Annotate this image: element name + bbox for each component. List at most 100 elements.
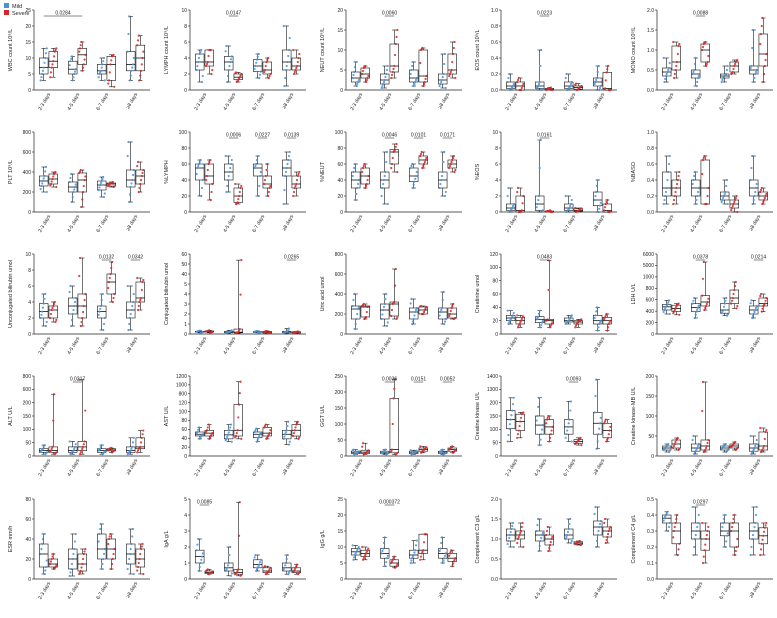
data-point [595, 378, 598, 381]
data-point [70, 318, 74, 322]
data-point [292, 48, 295, 52]
data-point [540, 48, 543, 52]
x-tick-label: 4-5 days [533, 581, 548, 601]
data-point [599, 519, 602, 523]
data-point [298, 436, 301, 439]
data-point [594, 80, 597, 84]
data-point [541, 88, 544, 91]
data-point [255, 158, 259, 162]
data-point [357, 306, 360, 309]
data-point [229, 574, 233, 577]
data-point [444, 552, 447, 555]
data-point [283, 188, 286, 192]
data-point [268, 74, 271, 78]
data-point [255, 329, 259, 333]
data-point [141, 280, 144, 284]
y-tick-label: 25 [25, 8, 31, 14]
data-point [754, 72, 757, 76]
data-point [142, 168, 145, 172]
data-point [537, 396, 541, 399]
data-point [68, 290, 71, 294]
data-point [730, 208, 733, 212]
data-point [51, 555, 54, 558]
y-tick-label: 1.5 [491, 517, 498, 523]
box-mild [749, 28, 759, 84]
y-tick-label: 2.0 [647, 8, 654, 14]
data-point [701, 409, 704, 413]
box-severe [729, 280, 739, 310]
data-point [288, 569, 291, 573]
data-point [200, 48, 203, 52]
box-mild [438, 290, 448, 326]
data-point [724, 442, 727, 446]
data-point [101, 177, 104, 181]
data-point [205, 178, 208, 182]
data-point [293, 186, 296, 190]
box-mild [535, 396, 545, 447]
data-point [285, 166, 288, 170]
data-point [443, 554, 447, 557]
data-point [367, 74, 370, 78]
data-point [448, 72, 452, 76]
data-point [761, 448, 764, 452]
data-point [139, 178, 143, 182]
box-severe [233, 71, 243, 84]
data-point [49, 71, 53, 74]
y-tick-label: 1 [184, 322, 187, 328]
data-point [201, 74, 204, 78]
data-point [265, 60, 268, 64]
data-point [605, 440, 608, 443]
data-point [410, 297, 413, 301]
data-point [298, 332, 301, 335]
data-point [52, 175, 55, 178]
p-value-label: 0.0151 [411, 377, 427, 383]
data-point [678, 170, 681, 174]
x-tick-label: 6-7 days [251, 336, 266, 356]
box-severe [573, 318, 583, 329]
data-point [258, 73, 262, 76]
data-point [393, 64, 396, 68]
data-point [49, 76, 52, 79]
box-mild [224, 44, 234, 84]
data-point [287, 420, 290, 423]
data-point [411, 186, 415, 190]
data-point [414, 549, 417, 552]
data-point [507, 433, 510, 437]
data-point [438, 314, 441, 317]
box-body [700, 43, 710, 63]
x-tick-label: 4-5 days [66, 458, 81, 478]
box-mild [438, 448, 448, 456]
data-point [390, 308, 394, 312]
data-point [207, 423, 210, 426]
data-point [266, 58, 269, 62]
box-body [48, 51, 58, 68]
data-point [550, 322, 553, 326]
x-tick-label: 6-7 days [718, 336, 733, 356]
data-point [380, 194, 383, 198]
data-point [672, 202, 675, 206]
data-point [138, 557, 141, 561]
data-point [665, 72, 668, 76]
data-point [236, 429, 239, 432]
data-point [606, 326, 610, 329]
data-point [140, 436, 143, 439]
y-tick-label: 200 [335, 312, 344, 318]
x-tick-label: 4-5 days [378, 92, 393, 112]
data-point [352, 170, 355, 174]
box-severe [447, 154, 457, 174]
data-point [580, 443, 583, 447]
data-point [99, 527, 102, 531]
data-point [701, 158, 705, 162]
data-point [112, 552, 115, 556]
data-point [197, 56, 201, 60]
y-tick-label: 0.0 [647, 210, 654, 216]
box-mild [720, 296, 730, 317]
data-point [384, 565, 387, 568]
box-mild [691, 505, 701, 557]
y-tick-label: 1.0 [647, 130, 654, 136]
data-point [509, 530, 512, 534]
box-severe [106, 446, 116, 454]
box-mild [749, 505, 759, 557]
data-point [754, 442, 758, 446]
data-point [564, 194, 567, 198]
